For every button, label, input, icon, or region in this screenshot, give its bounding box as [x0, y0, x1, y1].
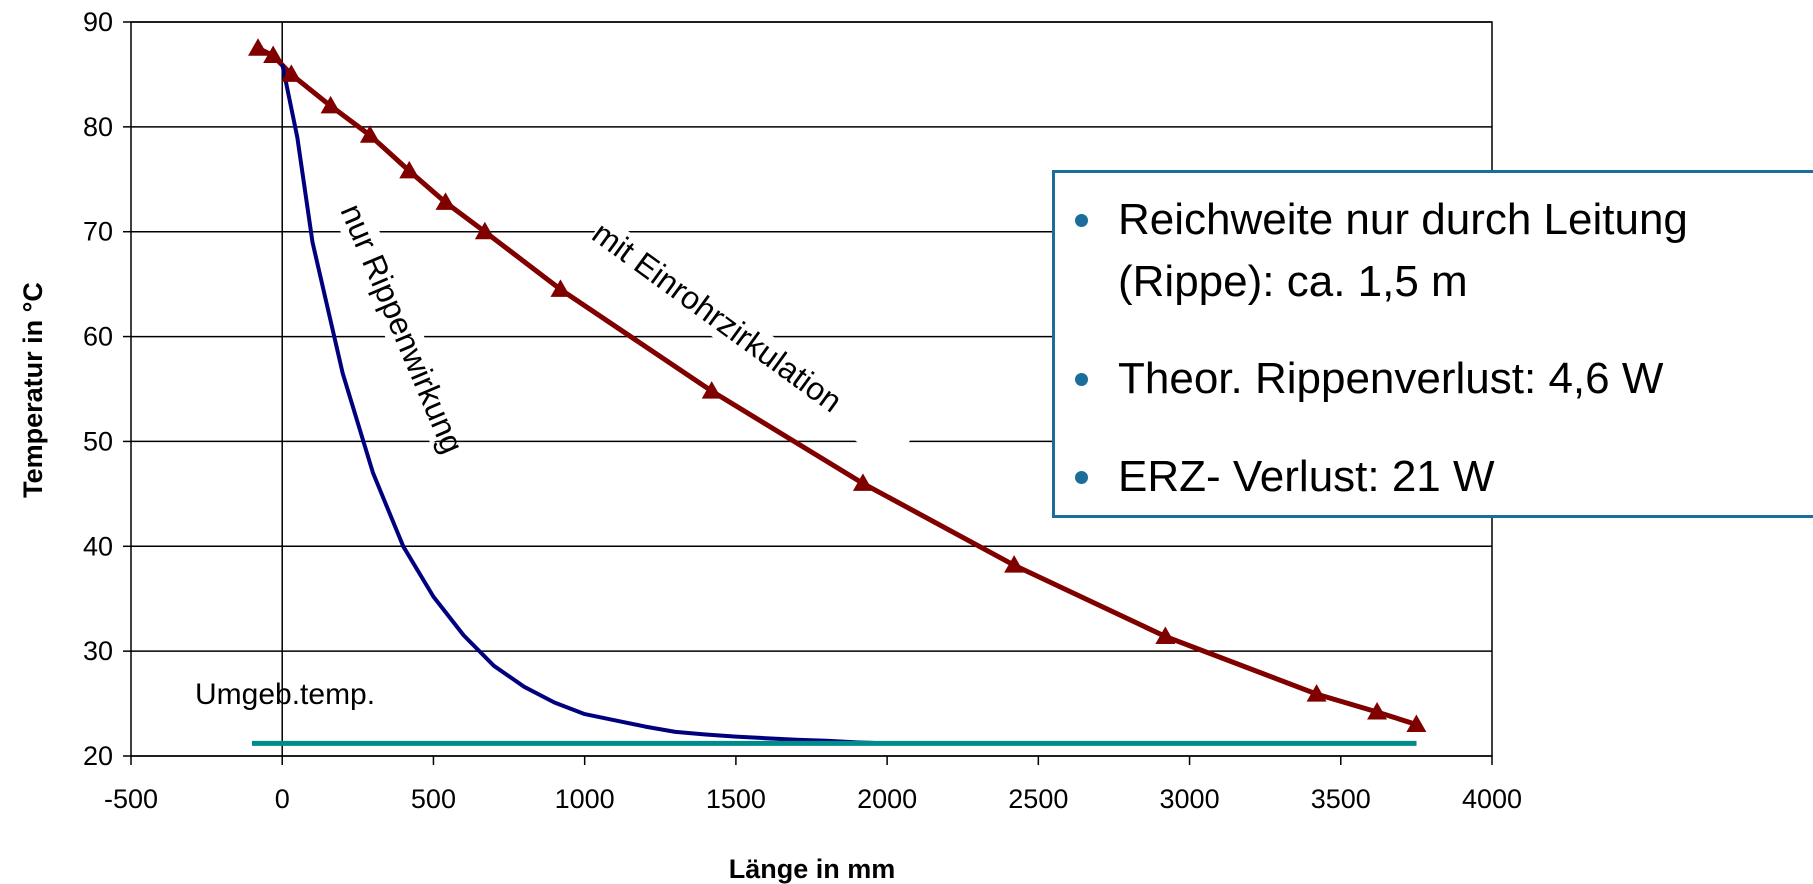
annotation-bg: [585, 215, 913, 467]
triangle-marker: [399, 160, 420, 179]
info-item-label: Reichweite nur durch Leitung (Rippe): ca…: [1118, 195, 1688, 306]
x-tick-label: 3000: [1160, 784, 1220, 814]
triangle-marker: [1155, 626, 1176, 644]
triangle-marker: [474, 221, 495, 240]
annotation-bg: [332, 199, 464, 444]
x-tick-label: 2500: [1008, 784, 1068, 814]
x-tick-label: 500: [411, 784, 456, 814]
annotation-umgebungstemperatur: Umgeb.temp.: [195, 678, 375, 711]
series-markers: [248, 38, 1427, 733]
x-axis-title: Länge in mm: [729, 854, 896, 884]
info-item-reichweite: Reichweite nur durch Leitung (Rippe): ca…: [1075, 189, 1808, 313]
y-tick-label: 50: [83, 426, 113, 456]
x-tick-label: 3500: [1311, 784, 1371, 814]
triangle-marker: [263, 45, 284, 64]
annotation-rippenwirkung: nur Rippenwirkung: [334, 199, 471, 459]
annotations: nur Rippenwirkung mit Einrohrzirkulation…: [195, 199, 849, 711]
y-tick-label: 80: [83, 112, 113, 142]
info-item-label: Theor. Rippenverlust: 4,6 W: [1118, 354, 1664, 403]
x-tick-label: 4000: [1462, 784, 1522, 814]
triangle-marker: [281, 64, 302, 82]
series-line-1: [256, 45, 1418, 727]
triangle-marker: [701, 381, 722, 399]
x-tick-label: 1500: [706, 784, 766, 814]
x-tick-label: -500: [104, 784, 158, 814]
triangle-marker: [435, 192, 456, 210]
triangle-marker: [550, 279, 571, 297]
x-tick-labels: -500 0 500 1000 1500 2000 2500 3000 3500 4000: [104, 784, 1522, 814]
y-tick-labels: 20 30 40 50 60 70 80 90: [83, 7, 113, 771]
x-tick-label: 1000: [555, 784, 615, 814]
series-lines: [252, 45, 1418, 746]
triangle-marker: [852, 473, 873, 491]
triangle-marker: [1004, 555, 1025, 573]
y-tick-label: 60: [83, 322, 113, 352]
y-tick-label: 40: [83, 531, 113, 561]
bullet-icon: [1075, 373, 1088, 386]
info-item-label: ERZ- Verlust: 21 W: [1118, 452, 1495, 501]
triangle-marker: [1306, 684, 1327, 702]
bullet-icon: [1075, 214, 1088, 227]
x-tick-label: 2000: [857, 784, 917, 814]
y-tick-label: 20: [83, 741, 113, 771]
triangle-marker: [320, 95, 341, 114]
y-tick-label: 90: [83, 7, 113, 37]
info-item-erz-verlust: ERZ- Verlust: 21 W: [1075, 446, 1808, 508]
y-tick-label: 30: [83, 636, 113, 666]
info-box: Reichweite nur durch Leitung (Rippe): ca…: [1052, 170, 1813, 518]
info-item-rippenverlust: Theor. Rippenverlust: 4,6 W: [1075, 348, 1808, 410]
triangle-marker: [248, 38, 269, 56]
y-axis-title: Temperatur in °C: [18, 282, 48, 498]
annotation-backgrounds: [332, 199, 913, 467]
x-tick-label: 0: [275, 784, 290, 814]
annotation-einrohrzirkulation: mit Einrohrzirkulation: [586, 215, 849, 420]
triangle-marker: [1406, 714, 1427, 733]
series-line-2: [280, 63, 1417, 746]
triangle-marker: [359, 125, 380, 143]
bullet-icon: [1075, 471, 1088, 484]
y-tick-label: 70: [83, 217, 113, 247]
triangle-marker: [1367, 701, 1388, 720]
